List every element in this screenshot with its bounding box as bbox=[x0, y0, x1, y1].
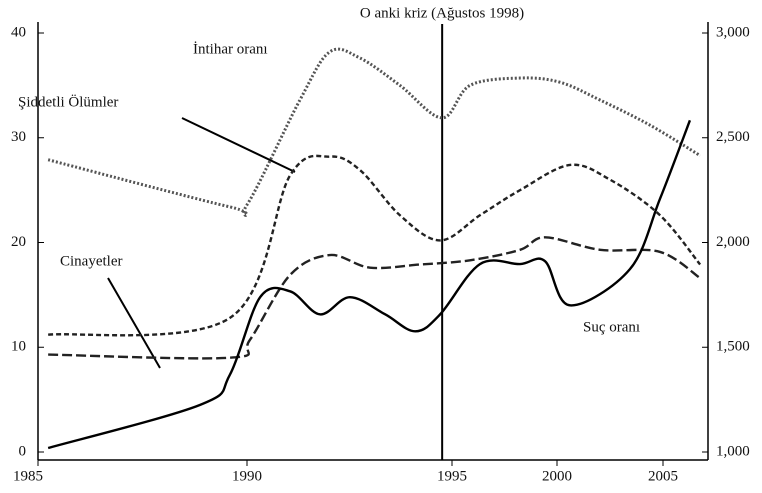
series-label: İntihar oranı bbox=[193, 41, 268, 57]
x-tick-label: 1995 bbox=[437, 468, 467, 484]
leader-line bbox=[107, 277, 161, 369]
x-tick-label: 2000 bbox=[542, 468, 572, 484]
y-tick-label: 10 bbox=[11, 339, 26, 355]
y-tick-label: 30 bbox=[11, 129, 26, 145]
y-tick-label: 0 bbox=[19, 443, 27, 459]
series-label: Suç oranı bbox=[583, 319, 640, 335]
chart-title: O anki kriz (Ağustos 1998) bbox=[360, 5, 524, 21]
series-line bbox=[47, 119, 692, 450]
y2-tick-label: 2,000 bbox=[716, 234, 750, 250]
x-tick-label: 1990 bbox=[232, 468, 262, 484]
y2-tick-label: 3,000 bbox=[716, 24, 750, 40]
leader-line bbox=[181, 117, 296, 173]
y2-tick-label: 2,500 bbox=[716, 129, 750, 145]
series-label: Şiddetli Ölümler bbox=[18, 93, 118, 110]
x-tick-label: 2005 bbox=[648, 468, 678, 484]
y-tick-label: 40 bbox=[11, 24, 26, 40]
x-tick-label: 1985 bbox=[13, 468, 43, 484]
series-label: Cinayetler bbox=[60, 253, 122, 269]
y-tick-label: 20 bbox=[11, 234, 26, 250]
y2-tick-label: 1,500 bbox=[716, 339, 750, 355]
y2-tick-label: 1,000 bbox=[716, 443, 750, 459]
series-line bbox=[48, 236, 701, 360]
series-line bbox=[48, 154, 702, 337]
series-line bbox=[47, 47, 701, 217]
